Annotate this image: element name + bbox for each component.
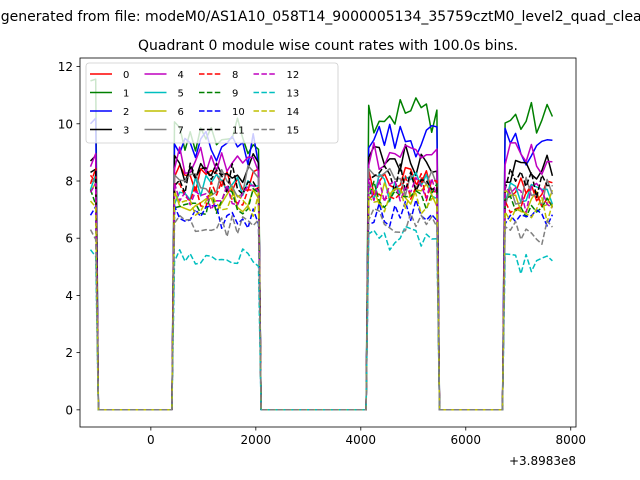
series-line-9	[89, 180, 554, 411]
legend-label-2: 2	[123, 107, 129, 118]
x-tick-label: 0	[147, 433, 155, 447]
legend-label-13: 13	[287, 89, 300, 100]
x-tick-label: 8000	[555, 433, 586, 447]
y-tick-label: 6	[65, 232, 73, 246]
y-tick-label: 2	[65, 346, 73, 360]
legend-label-0: 0	[123, 70, 129, 81]
legend-label-8: 8	[232, 70, 238, 81]
series-line-11	[90, 162, 553, 411]
legend-label-3: 3	[123, 126, 129, 137]
series-line-14	[89, 188, 554, 411]
y-tick-label: 12	[58, 60, 73, 74]
y-tick-label: 4	[65, 289, 73, 303]
legend-label-5: 5	[178, 89, 184, 100]
legend-label-10: 10	[232, 107, 245, 118]
legend-label-9: 9	[232, 89, 238, 100]
chart-title: Quadrant 0 module wise count rates with …	[138, 38, 518, 54]
legend-label-4: 4	[178, 70, 184, 81]
legend-label-12: 12	[287, 70, 300, 81]
series-line-8	[89, 167, 554, 411]
x-offset-label: +3.8983e8	[509, 454, 576, 468]
legend-box	[85, 62, 339, 144]
series-line-13	[89, 225, 553, 411]
y-tick-label: 0	[65, 403, 73, 417]
x-tick-label: 2000	[241, 433, 272, 447]
series-line-10	[89, 199, 554, 411]
legend-label-11: 11	[232, 126, 245, 137]
x-tick-label: 6000	[451, 433, 482, 447]
x-tick-label: 4000	[346, 433, 377, 447]
y-tick-label: 10	[58, 117, 73, 131]
series-line-12	[89, 176, 553, 411]
figure-suptitle: Plots generated from file: modeM0/AS1A10…	[0, 9, 640, 25]
series-line-7	[90, 164, 554, 411]
series-line-1	[90, 78, 554, 411]
y-tick-label: 8	[65, 175, 73, 189]
legend-label-6: 6	[178, 107, 184, 118]
legend-label-14: 14	[287, 107, 300, 118]
series-line-4	[89, 141, 553, 411]
legend-label-7: 7	[178, 126, 184, 137]
series-line-6	[89, 181, 554, 411]
axes-frame	[79, 57, 577, 428]
series-line-15	[89, 207, 553, 411]
legend-label-1: 1	[123, 89, 129, 100]
legend-label-15: 15	[287, 126, 300, 137]
